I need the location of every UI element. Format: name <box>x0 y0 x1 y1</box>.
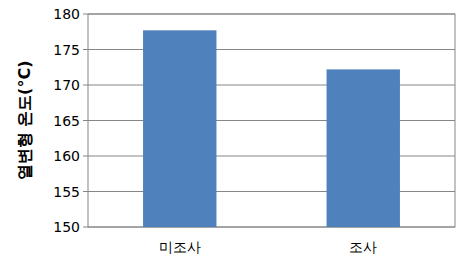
plot-frame <box>88 14 455 227</box>
y-axis-label: 열변형 온도(°C) <box>15 61 34 181</box>
tick-label: 165 <box>53 113 80 129</box>
chart-container: 150 155 160 165 170 175 180 미조사 조사 열변형 온도(°C) <box>0 0 468 278</box>
tick-label: 180 <box>53 6 80 22</box>
chart-svg: 150 155 160 165 170 175 180 미조사 조사 열변형 온도(°C) <box>0 0 468 278</box>
tick-mark <box>83 85 88 86</box>
tick-label: 150 <box>53 219 80 235</box>
tick-mark <box>83 156 88 157</box>
category-label: 조사 <box>349 239 377 255</box>
bar <box>143 30 216 227</box>
tick-label: 170 <box>53 77 80 93</box>
bars <box>143 30 400 227</box>
tick-mark <box>83 120 88 121</box>
tick-label: 175 <box>53 42 80 58</box>
grid <box>83 14 455 227</box>
tick-label: 155 <box>53 184 80 200</box>
tick-label: 160 <box>53 148 80 164</box>
bar <box>327 69 400 227</box>
tick-mark <box>83 49 88 50</box>
tick-mark <box>83 14 88 15</box>
category-label: 미조사 <box>159 239 201 255</box>
tick-mark <box>83 227 88 228</box>
tick-mark <box>83 191 88 192</box>
